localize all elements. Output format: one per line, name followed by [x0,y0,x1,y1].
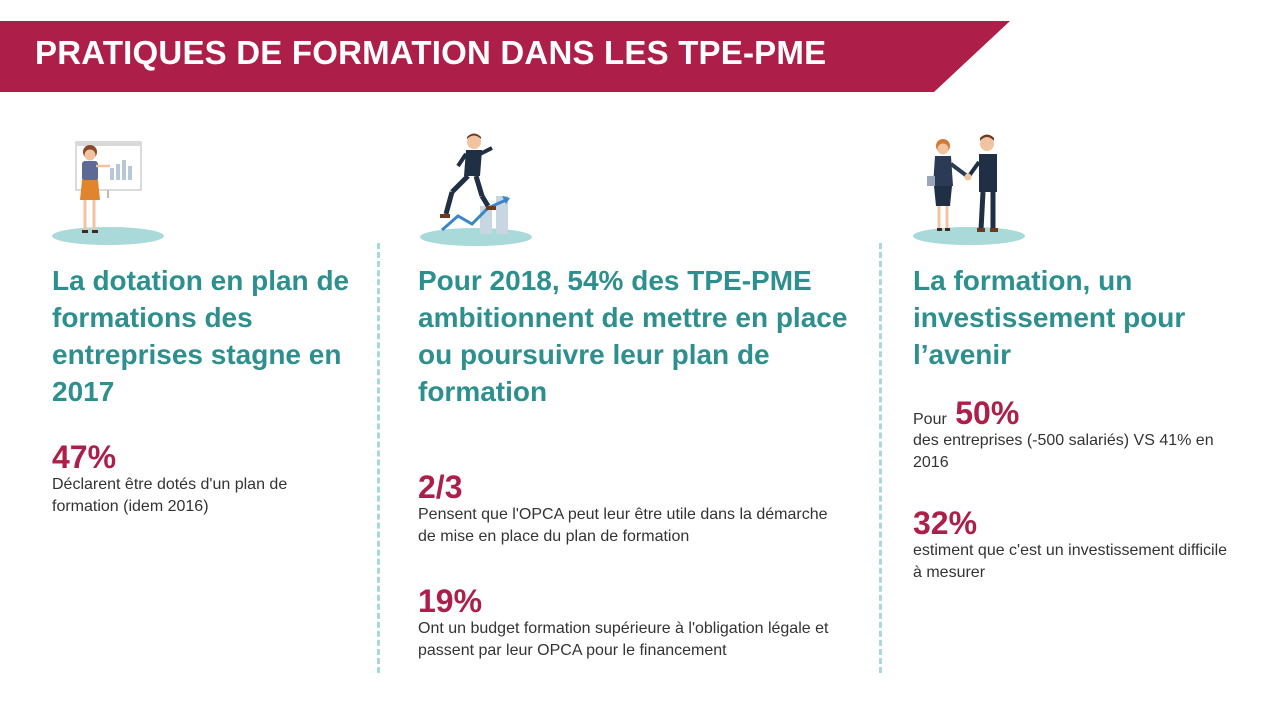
column-1-heading: La dotation en plan de formations des en… [52,265,350,407]
stat-value: 2/3 [418,469,463,505]
stat-32-percent: 32% estiment que c'est un investissement… [913,506,1233,584]
stat-value: 32% [913,505,978,541]
column-3-heading: La formation, un investissement pour l’a… [913,265,1186,370]
stat-description: Ont un budget formation supérieure à l'o… [418,620,829,659]
man-climbing-growth-chart-illustration [420,133,532,246]
stat-50-percent: Pour 50% des entreprises (-500 salariés)… [913,396,1253,474]
handshake-illustration [913,134,1025,245]
column-2-heading: Pour 2018, 54% des TPE-PME ambitionnent … [418,265,848,407]
stat-description: des entreprises (-500 salariés) VS 41% e… [913,432,1214,471]
stat-two-thirds: 2/3 Pensent que l'OPCA peut leur être ut… [418,470,848,548]
stat-description: Déclarent être dotés d'un plan de format… [52,476,288,515]
stat-prefix: Pour [913,411,947,428]
column-divider-1 [377,243,380,673]
stat-value: 19% [418,583,483,619]
title-banner [0,21,1010,92]
stat-description: estiment que c'est un investissement dif… [913,542,1228,581]
stat-value: 47% [52,439,117,475]
stat-47-percent: 47% Déclarent être dotés d'un plan de fo… [52,440,342,518]
page-title: PRATIQUES DE FORMATION DANS LES TPE-PME [35,34,827,71]
stat-description: Pensent que l'OPCA peut leur être utile … [418,506,828,545]
stat-line: Pour 50% [913,396,1253,430]
stat-value: 50% [955,395,1020,431]
stat-19-percent: 19% Ont un budget formation supérieure à… [418,584,858,662]
column-divider-2 [879,243,882,673]
woman-presenting-chart-illustration [52,141,164,245]
